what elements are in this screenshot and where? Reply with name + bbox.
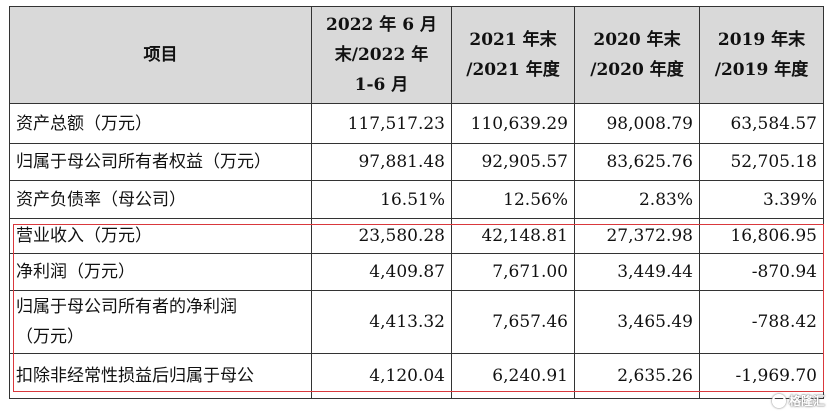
header-item: 项目 — [9, 6, 312, 104]
cell-2020: 98,008.79 — [574, 103, 700, 144]
cell-2020: 2,635.26 — [574, 353, 700, 399]
table-row-deducted-net-profit: 扣除非经常性损益后归属于母公 4,120.04 6,240.91 2,635.2… — [9, 353, 824, 399]
row-label: 资产负债率（母公司） — [9, 180, 312, 219]
table-row-parent-equity: 归属于母公司所有者权益（万元） 97,881.48 92,905.57 83,6… — [9, 143, 824, 181]
cell-2019: 3.39% — [699, 180, 824, 219]
table-row-total-assets: 资产总额（万元） 117,517.23 110,639.29 98,008.79… — [9, 103, 824, 144]
cell-2020: 3,449.44 — [574, 253, 700, 291]
cell-2019: 16,806.95 — [699, 218, 824, 254]
row-label: 扣除非经常性损益后归属于母公 — [9, 353, 312, 399]
watermark: 格隆汇 — [771, 392, 825, 409]
cell-2021: 42,148.81 — [451, 218, 575, 254]
watermark-logo-icon — [771, 393, 786, 408]
cell-2022h1: 4,120.04 — [311, 353, 452, 399]
cell-2022h1: 4,413.32 — [311, 290, 452, 354]
cell-2022h1: 16.51% — [311, 180, 452, 219]
row-label: 净利润（万元） — [9, 253, 312, 291]
cell-2019: 52,705.18 — [699, 143, 824, 181]
cell-2019: -788.42 — [699, 290, 824, 354]
cell-2022h1: 117,517.23 — [311, 103, 452, 144]
watermark-text: 格隆汇 — [788, 394, 825, 408]
table-row-debt-ratio: 资产负债率（母公司） 16.51% 12.56% 2.83% 3.39% — [9, 180, 824, 219]
table-row-net-profit: 净利润（万元） 4,409.87 7,671.00 3,449.44 -870.… — [9, 253, 824, 291]
cell-2021: 7,657.46 — [451, 290, 575, 354]
cell-2021: 110,639.29 — [451, 103, 575, 144]
header-2021: 2021 年末 /2021 年度 — [451, 6, 575, 104]
financial-table: 项目 2022 年 6 月 末/2022 年 1-6 月 2021 年末 /20… — [9, 6, 824, 399]
header-2019: 2019 年末 /2019 年度 — [699, 6, 824, 104]
row-label: 归属于母公司所有者的净利润 （万元） — [9, 290, 312, 354]
cell-2020: 83,625.76 — [574, 143, 700, 181]
table-row-revenue: 营业收入（万元） 23,580.28 42,148.81 27,372.98 1… — [9, 218, 824, 254]
header-2020: 2020 年末 /2020 年度 — [574, 6, 700, 104]
cell-2021: 92,905.57 — [451, 143, 575, 181]
cell-2021: 12.56% — [451, 180, 575, 219]
cell-2019: -870.94 — [699, 253, 824, 291]
table-row-parent-net-profit: 归属于母公司所有者的净利润 （万元） 4,413.32 7,657.46 3,4… — [9, 290, 824, 354]
cell-2022h1: 4,409.87 — [311, 253, 452, 291]
table-header-row: 项目 2022 年 6 月 末/2022 年 1-6 月 2021 年末 /20… — [9, 6, 824, 104]
cell-2022h1: 23,580.28 — [311, 218, 452, 254]
row-label: 资产总额（万元） — [9, 103, 312, 144]
cell-2020: 27,372.98 — [574, 218, 700, 254]
cell-2020: 2.83% — [574, 180, 700, 219]
cell-2022h1: 97,881.48 — [311, 143, 452, 181]
cell-2021: 6,240.91 — [451, 353, 575, 399]
cell-2020: 3,465.49 — [574, 290, 700, 354]
cell-2019: 63,584.57 — [699, 103, 824, 144]
cell-2021: 7,671.00 — [451, 253, 575, 291]
row-label: 归属于母公司所有者权益（万元） — [9, 143, 312, 181]
header-2022h1: 2022 年 6 月 末/2022 年 1-6 月 — [311, 6, 452, 104]
row-label: 营业收入（万元） — [9, 218, 312, 254]
